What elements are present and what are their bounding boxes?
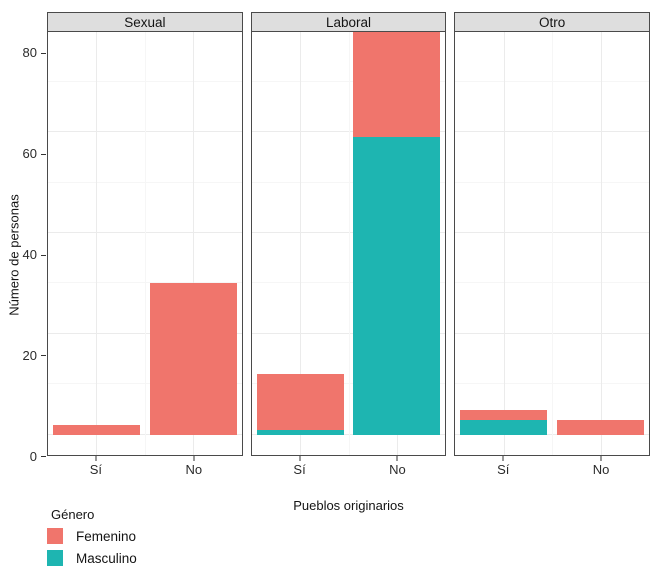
bar-segment-masculino <box>256 429 344 435</box>
y-tick-mark <box>41 355 46 357</box>
gridline-minor-vertical <box>348 32 350 455</box>
facet-sexual: Sexual Sí No <box>47 12 243 477</box>
x-axis-row: Sí No <box>47 456 243 477</box>
facet-panel <box>454 32 651 456</box>
x-tick-mark <box>95 456 97 461</box>
gridline-major-vertical <box>193 32 195 455</box>
bar-laboral-0 <box>256 374 344 435</box>
gridline-major-vertical <box>300 32 302 455</box>
legend-label: Femenino <box>76 528 137 544</box>
x-tick-label: Sí <box>497 462 510 477</box>
x-tick-label: Sí <box>89 462 103 477</box>
x-axis-row: Sí No <box>251 456 447 477</box>
bar-sexual-0 <box>52 424 140 435</box>
gridline-major-vertical <box>600 32 602 455</box>
x-tick-mark <box>299 456 301 461</box>
x-tick-label: No <box>185 462 203 477</box>
gridline-major-vertical <box>503 32 505 455</box>
facet-panel <box>47 32 243 456</box>
bar-segment-masculino <box>353 137 441 435</box>
facet-panel <box>250 32 447 456</box>
x-tick-label: No <box>592 462 610 477</box>
legend-swatch-femenino <box>47 528 63 544</box>
x-axis-title: Pueblos originarios <box>293 498 404 513</box>
y-tick-label: 60 <box>22 146 37 162</box>
y-tick-mark <box>41 456 46 458</box>
facet-strip: Sexual <box>47 12 243 33</box>
facet-area: Sexual Sí No Laboral Sí No Otro Sí No <box>47 12 651 477</box>
facet-laboral: Laboral Sí No <box>250 12 447 477</box>
facet-strip: Otro <box>454 12 651 33</box>
x-tick-mark <box>396 456 398 461</box>
y-tick-label: 20 <box>22 347 37 363</box>
gridline-minor-vertical <box>552 32 554 455</box>
x-tick-label: No <box>389 462 406 477</box>
legend-item: Femenino <box>47 528 137 544</box>
y-tick-mark <box>41 52 46 54</box>
bar-otro-0 <box>460 409 548 435</box>
bar-segment-femenino <box>460 409 548 420</box>
y-tick-label: 80 <box>22 45 37 61</box>
facet-otro: Otro Sí No <box>454 12 651 477</box>
gridline-major-vertical <box>96 32 98 455</box>
facet-strip-label: Otro <box>539 14 566 30</box>
x-tick-mark <box>600 456 602 461</box>
bar-segment-femenino <box>52 424 140 435</box>
y-tick-label: 0 <box>29 448 37 464</box>
y-tick-mark <box>41 254 46 256</box>
x-tick-mark <box>193 456 195 461</box>
bar-segment-masculino <box>460 419 548 435</box>
legend-label: Masculino <box>76 550 137 566</box>
y-tick-label: 40 <box>22 247 37 262</box>
x-tick-label: Sí <box>293 462 306 477</box>
x-axis-row: Sí No <box>454 456 650 477</box>
bar-segment-femenino <box>557 419 645 435</box>
legend-item: Masculino <box>47 550 137 566</box>
y-axis: 0 20 40 60 80 <box>0 33 47 477</box>
legend-swatch-masculino <box>47 550 63 566</box>
legend-items: Femenino Masculino <box>47 528 137 566</box>
facet-strip: Laboral <box>250 12 447 33</box>
legend: Género Femenino Masculino <box>47 507 137 566</box>
legend-title: Género <box>51 507 95 522</box>
facet-strip-label: Laboral <box>325 14 372 30</box>
bar-otro-1 <box>557 419 645 435</box>
bar-segment-femenino <box>256 374 344 430</box>
gridline-minor-vertical <box>144 32 146 455</box>
x-tick-mark <box>502 456 504 461</box>
bar-sexual-1 <box>149 283 237 435</box>
y-tick-mark <box>41 153 46 155</box>
bar-laboral-1 <box>353 32 441 435</box>
bar-segment-femenino <box>353 32 441 138</box>
bar-segment-femenino <box>149 283 237 435</box>
facet-strip-label: Sexual <box>124 14 166 30</box>
